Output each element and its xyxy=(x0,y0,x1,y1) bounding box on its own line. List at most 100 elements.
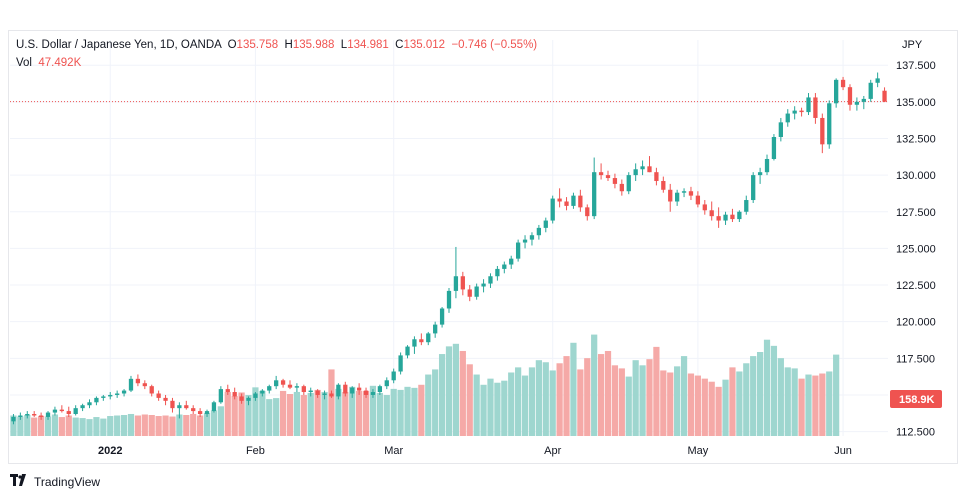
last-volume-badge xyxy=(890,390,942,408)
tradingview-brand-label: TradingView xyxy=(34,474,101,489)
candle-body xyxy=(73,408,78,415)
candle-body xyxy=(308,390,313,393)
volume-bar xyxy=(93,417,100,436)
candle-body xyxy=(149,386,154,394)
candle-body xyxy=(191,408,196,412)
candle-body xyxy=(564,201,569,206)
volume-bar xyxy=(155,416,162,436)
y-tick-label: 125.000 xyxy=(896,243,936,255)
volume-bar xyxy=(563,356,570,436)
volume-bar xyxy=(266,399,273,436)
candle-body xyxy=(66,411,71,415)
volume-bar xyxy=(210,410,218,436)
candle-body xyxy=(764,158,770,173)
candle-body xyxy=(757,172,763,176)
volume-bar xyxy=(639,365,646,436)
volume-bar xyxy=(715,386,722,436)
volume-legend[interactable]: Vol 47.492K xyxy=(16,57,81,69)
volume-bar xyxy=(438,354,446,436)
candle-body xyxy=(654,172,659,181)
volume-bar xyxy=(293,391,301,436)
volume-bar xyxy=(680,356,688,436)
candle-body xyxy=(598,172,604,176)
volume-bar xyxy=(535,360,542,436)
symbol-legend[interactable]: U.S. Dollar / Japanese Yen, 1D, OANDA O 1… xyxy=(16,39,537,51)
candle-body xyxy=(585,207,590,217)
x-tick-label: May xyxy=(687,445,708,457)
candle-body xyxy=(377,386,383,393)
candle-body xyxy=(578,195,583,208)
volume-bar xyxy=(65,415,72,436)
candle-body xyxy=(267,386,272,391)
y-tick-label: 137.500 xyxy=(896,60,936,72)
y-tick-label: 135.000 xyxy=(896,97,936,109)
candle-body xyxy=(827,103,832,145)
volume-bar xyxy=(397,389,404,436)
candle-body xyxy=(840,79,846,88)
volume-bar xyxy=(833,354,840,436)
candle-body xyxy=(391,371,396,381)
volume-bar xyxy=(51,414,59,436)
volume-bar xyxy=(701,378,708,436)
candle-body xyxy=(218,389,224,403)
candle-body xyxy=(239,396,244,401)
candle-body xyxy=(626,175,631,192)
candle-body xyxy=(605,175,611,179)
candle-body xyxy=(737,211,742,220)
candle-body xyxy=(792,110,797,114)
volume-bar xyxy=(653,346,660,436)
candle-body xyxy=(868,82,873,99)
candle-body xyxy=(515,242,521,259)
volume-bar xyxy=(245,395,252,436)
candle-body xyxy=(612,178,618,184)
candle-body xyxy=(142,383,147,387)
candle-body xyxy=(522,239,528,243)
candle-body xyxy=(419,339,424,343)
candle-body xyxy=(197,411,203,415)
low-value: 134.981 xyxy=(347,39,389,51)
close-value: 135.012 xyxy=(403,39,446,51)
candle-body xyxy=(481,283,486,287)
candle-body xyxy=(384,380,389,387)
candle-body xyxy=(806,97,811,113)
volume-bar xyxy=(784,367,791,436)
volume-bar xyxy=(777,358,784,436)
candle-body xyxy=(370,392,376,395)
volume-bar xyxy=(625,376,632,436)
tradingview-brand[interactable]: TradingView xyxy=(10,474,100,489)
volume-bar xyxy=(687,373,695,436)
symbol-title: U.S. Dollar / Japanese Yen, 1D, OANDA xyxy=(16,39,222,51)
volume-bar xyxy=(169,416,176,436)
open-label: O xyxy=(227,39,237,51)
volume-bar xyxy=(736,371,743,436)
volume-bar xyxy=(805,374,812,436)
volume-bar xyxy=(321,391,328,436)
candle-body xyxy=(640,166,645,170)
x-tick-label: 2022 xyxy=(98,445,122,457)
candle-body xyxy=(723,214,728,221)
candle-body xyxy=(115,393,120,395)
candle-body xyxy=(260,390,265,394)
candle-body xyxy=(488,276,493,284)
volume-bar xyxy=(349,386,356,436)
volume-bar xyxy=(286,394,294,436)
volume-bar xyxy=(763,339,771,436)
volume-bar xyxy=(259,390,266,436)
y-tick-label: 132.500 xyxy=(896,133,936,145)
x-tick-label: Jun xyxy=(834,445,852,457)
volume-bar xyxy=(273,398,280,436)
candle-body xyxy=(329,393,334,397)
candle-body xyxy=(681,191,687,193)
volume-bar xyxy=(729,367,736,436)
volume-bar xyxy=(148,415,155,436)
candle-body xyxy=(460,276,465,290)
volume-bar xyxy=(425,374,432,436)
candle-body xyxy=(343,384,348,394)
candle-body xyxy=(882,90,887,102)
candle-body xyxy=(661,180,666,190)
volume-bar xyxy=(667,372,674,436)
candle-body xyxy=(799,110,804,113)
candle-body xyxy=(232,392,237,397)
volume-bar xyxy=(58,417,65,436)
